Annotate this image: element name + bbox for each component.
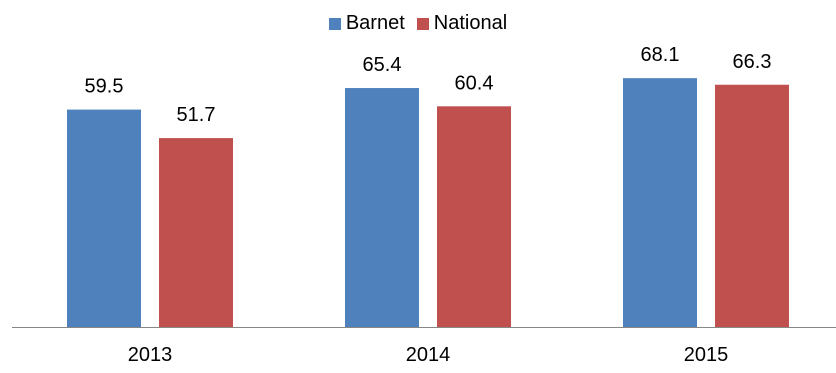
bar-barnet-2015 — [623, 78, 697, 327]
data-label-barnet-2014: 65.4 — [363, 54, 402, 76]
data-label-national-2015: 66.3 — [733, 51, 772, 73]
legend-swatch-barnet — [328, 17, 341, 30]
bar-national-2015 — [715, 84, 789, 327]
data-label-barnet-2015: 68.1 — [641, 44, 680, 66]
legend-item-national: National — [416, 12, 508, 35]
chart-legend: Barnet National — [0, 12, 836, 35]
bar-national-2013 — [159, 138, 233, 327]
bar-barnet-2014 — [345, 88, 419, 328]
x-tick-label-2015: 2015 — [684, 344, 729, 366]
x-tick-label-2014: 2014 — [406, 344, 451, 366]
data-label-national-2013: 51.7 — [177, 104, 216, 126]
bar-national-2014 — [437, 106, 511, 327]
x-tick-label-2013: 2013 — [128, 344, 173, 366]
bar-barnet-2013 — [67, 109, 141, 327]
legend-label-barnet: Barnet — [345, 12, 405, 34]
legend-swatch-national — [416, 17, 429, 30]
legend-label-national: National — [433, 12, 508, 34]
legend-item-barnet: Barnet — [328, 12, 405, 35]
data-label-barnet-2013: 59.5 — [85, 76, 124, 98]
data-label-national-2014: 60.4 — [455, 72, 494, 94]
